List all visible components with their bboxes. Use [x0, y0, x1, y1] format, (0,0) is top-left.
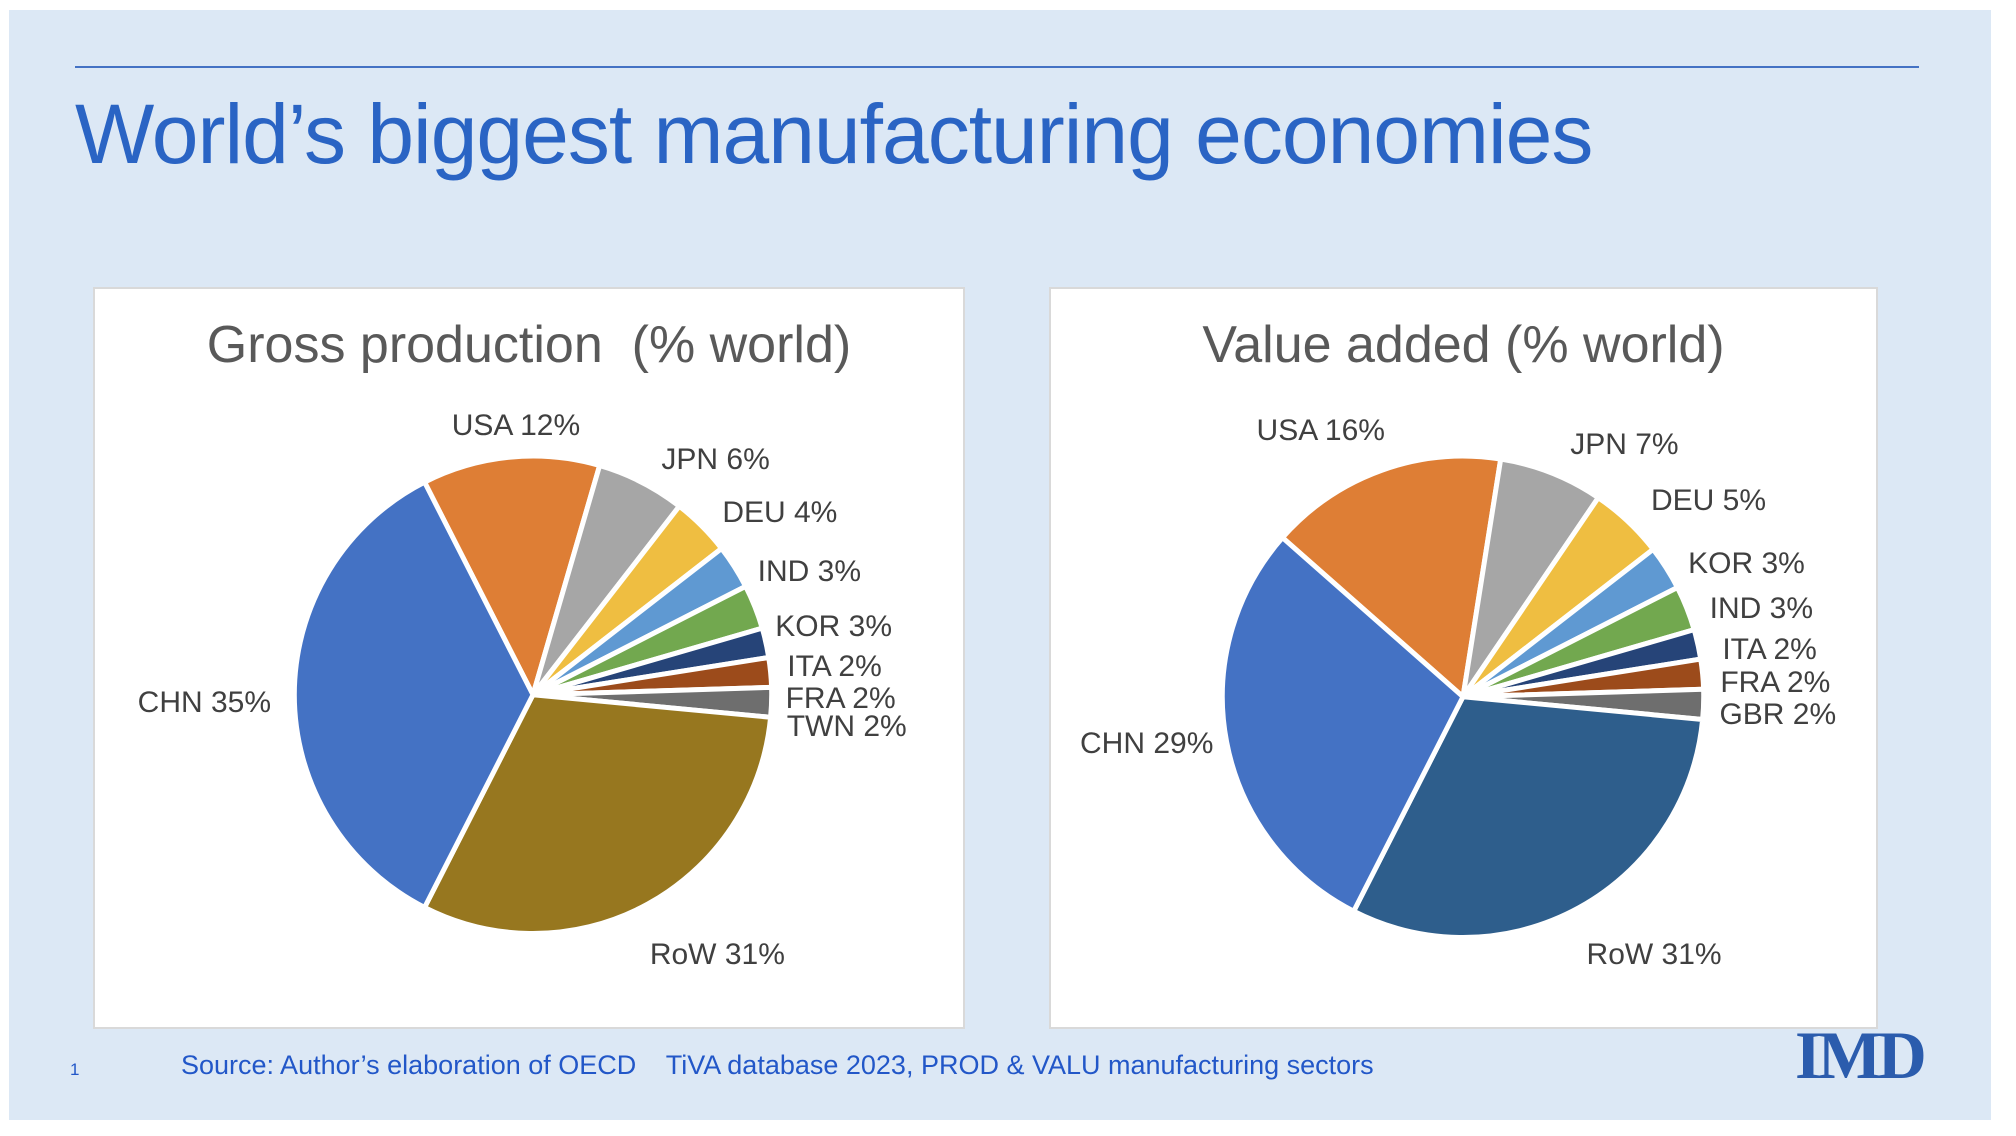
page-title: World’s biggest manufacturing economies [75, 87, 1593, 181]
pie-label-kor: KOR 3% [1688, 547, 1805, 581]
pie-slice-row [1350, 694, 1706, 940]
chart-panel-value-added: Value added (% world) USA 16% JPN 7% DEU 5… [1049, 287, 1878, 1029]
pie-slice-row [421, 692, 774, 936]
pie-label-ind: IND 3% [1709, 591, 1813, 625]
pie-label-ita: ITA 2% [787, 649, 882, 683]
pie-label-twn: TWN 2% [786, 709, 907, 743]
pie-label-gbr: GBR 2% [1719, 697, 1837, 731]
imd-logo: IMD [1795, 1017, 1927, 1093]
gross-production-pie-chart [291, 453, 775, 936]
pie-label-ita: ITA 2% [1722, 632, 1817, 666]
pie-label-ind: IND 3% [757, 554, 862, 588]
page-number: 1 [70, 1060, 80, 1079]
pie-label-deu: DEU 4% [722, 495, 838, 529]
pie-label-chn: CHN 35% [137, 686, 272, 720]
pie-slice-chn [291, 478, 536, 911]
chart-panel-gross-production: Gross production (% world) USA 12% JPN 6%… [93, 287, 965, 1029]
pie-label-fra: FRA 2% [785, 681, 896, 715]
pie-slice-usa [421, 453, 603, 702]
pie-label-kor: KOR 3% [775, 610, 893, 643]
pie-label-chn: CHN 29% [1080, 726, 1214, 760]
pie-label-jpn: JPN 7% [1570, 428, 1679, 462]
pie-label-row: RoW 31% [1586, 938, 1722, 972]
pie-slice-usa [1278, 453, 1504, 702]
pie-label-row: RoW 31% [649, 938, 785, 972]
gross-production-chart-title: Gross production (% world) [206, 316, 852, 374]
pie-label-usa: USA 16% [1256, 414, 1385, 448]
title-rule [75, 66, 1919, 68]
slide-background: World’s biggest manufacturing economies … [9, 10, 1991, 1120]
pie-slice-chn [1219, 534, 1467, 915]
pie-label-usa: USA 12% [451, 408, 581, 442]
pie-label-fra: FRA 2% [1720, 666, 1831, 700]
source-note: Source: Author’s elaboration of OECD TiV… [181, 1050, 1374, 1080]
pie-label-deu: DEU 5% [1650, 483, 1767, 517]
value-added-pie-chart [1219, 453, 1707, 940]
value-added-chart-title: Value added (% world) [1202, 316, 1725, 374]
pie-label-jpn: JPN 6% [661, 443, 770, 477]
